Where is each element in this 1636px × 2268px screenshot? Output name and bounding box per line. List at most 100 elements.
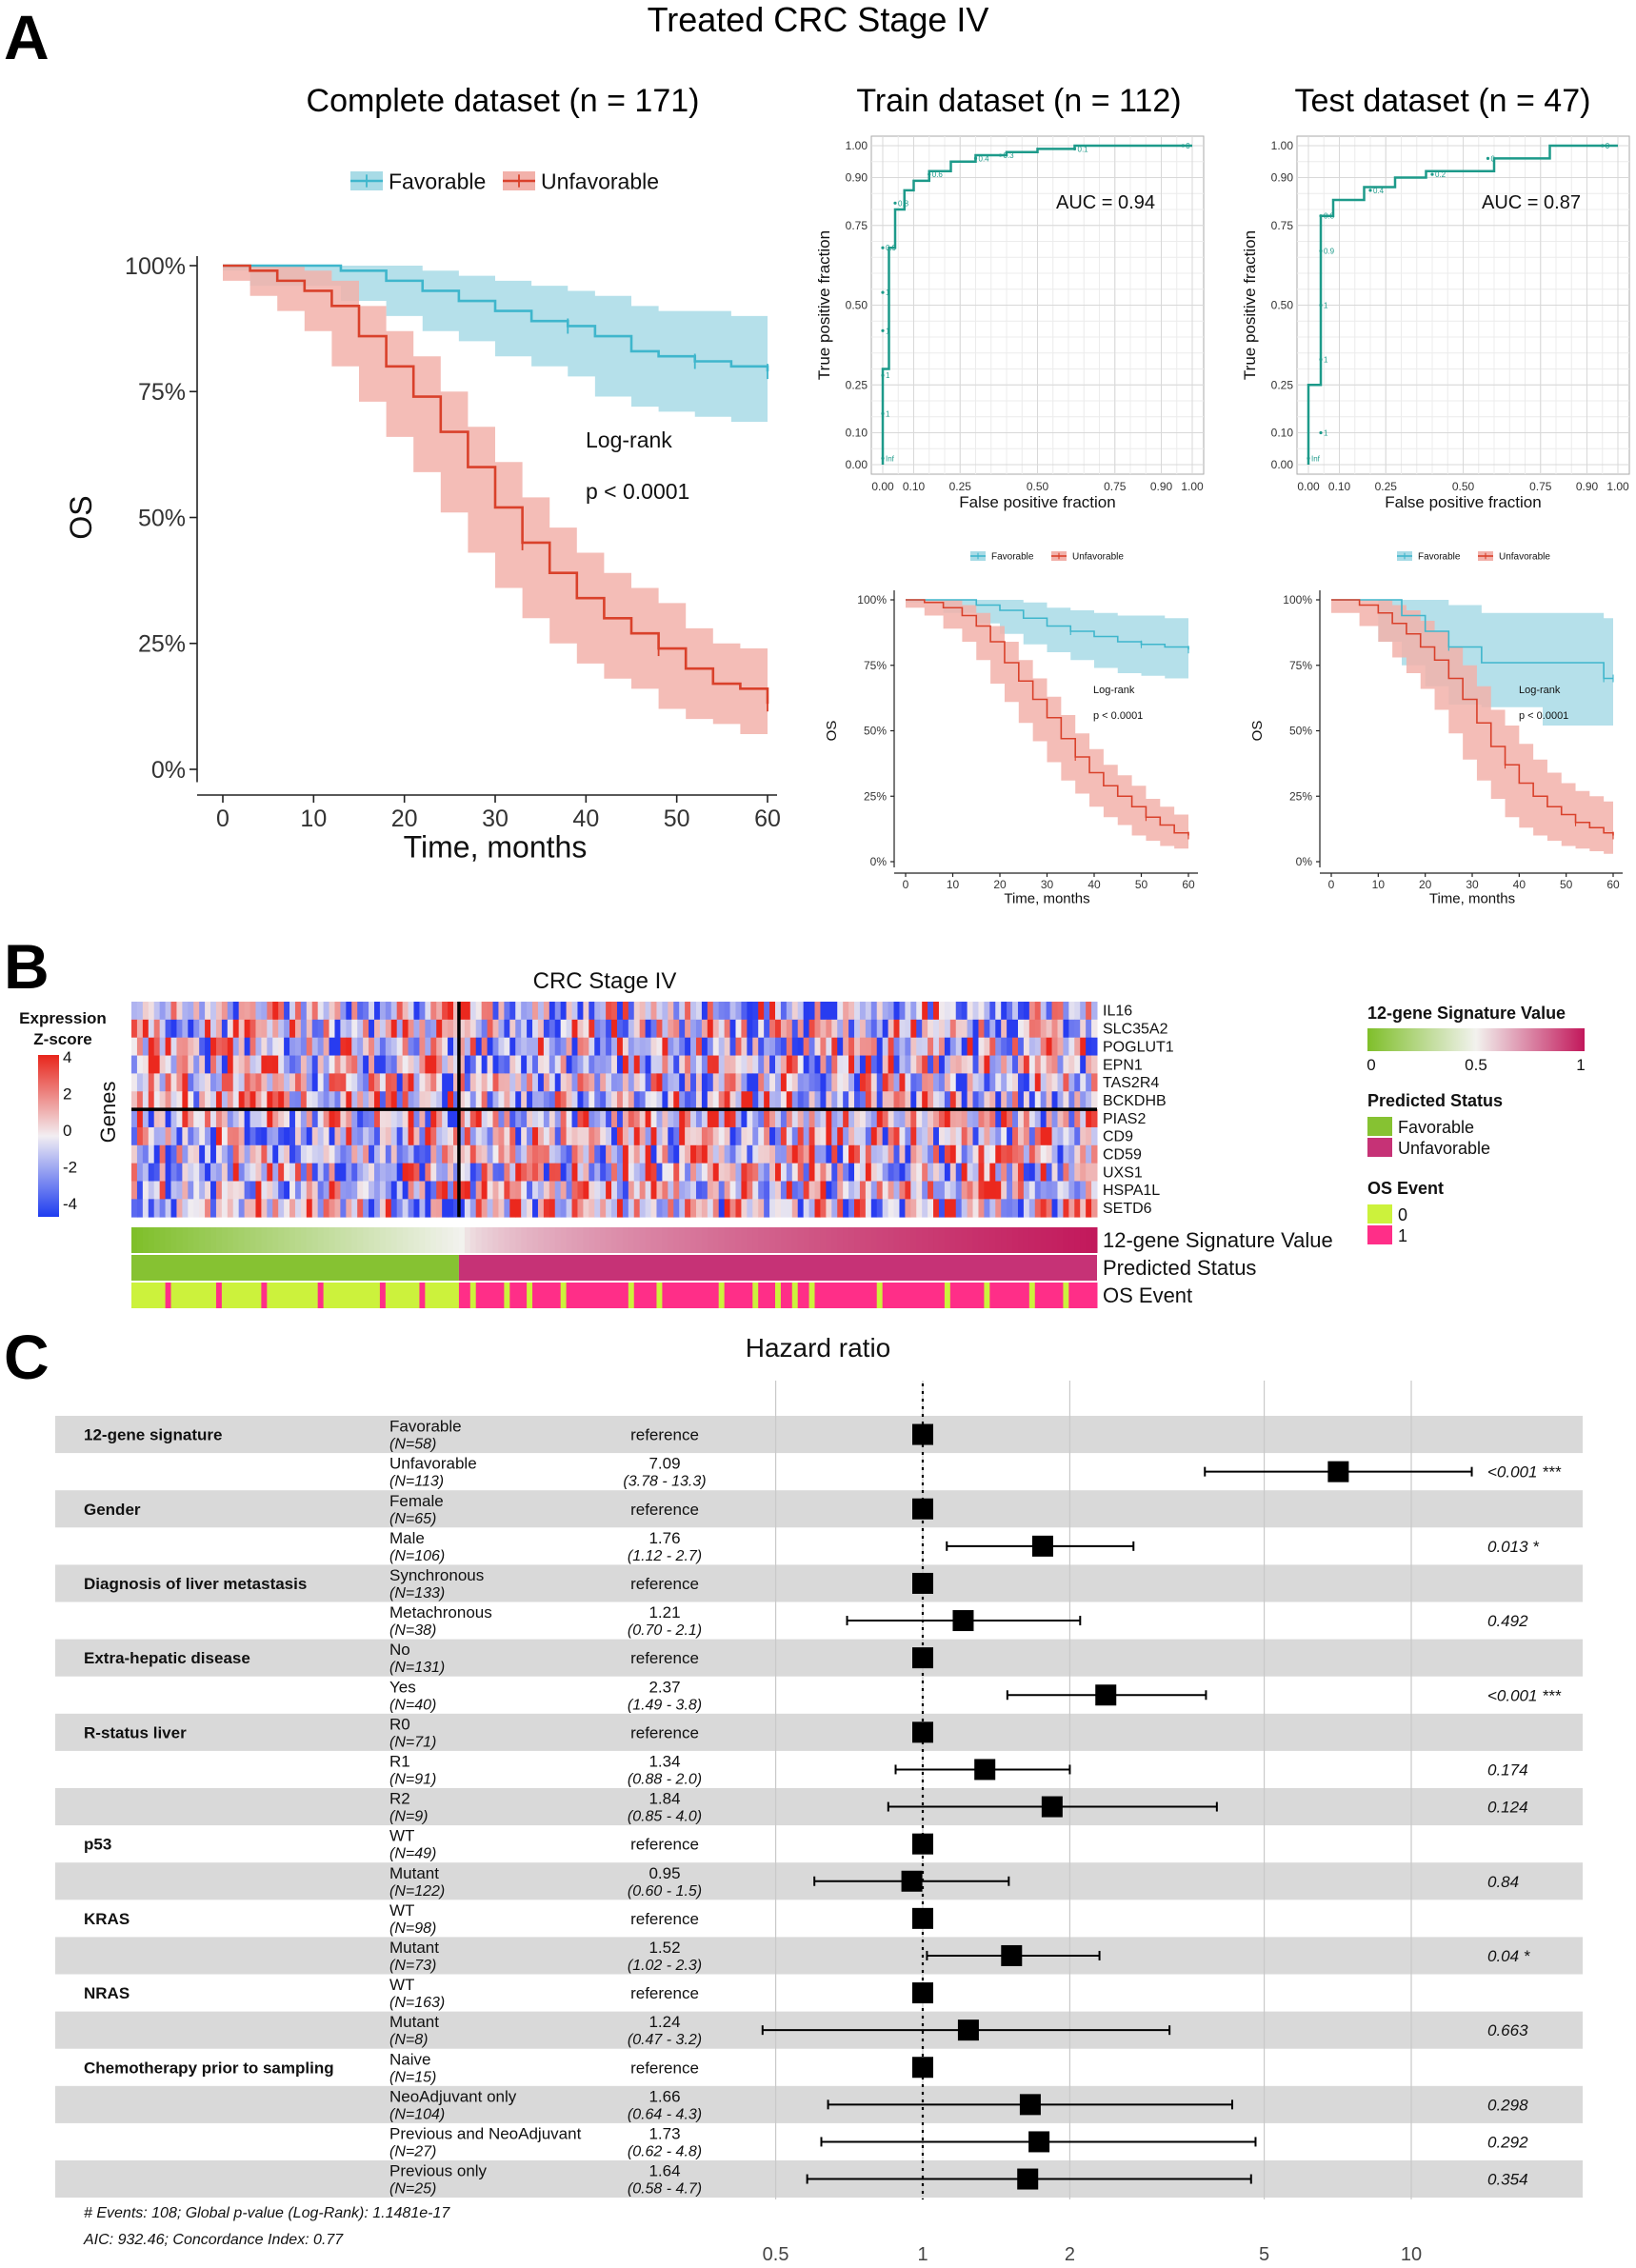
heatmap-cell	[831, 1163, 838, 1182]
os-event-cell	[650, 1283, 657, 1308]
heatmap-cell	[469, 1163, 477, 1182]
heatmap-cell	[408, 1019, 414, 1039]
heatmap-cell	[215, 1055, 223, 1074]
heatmap-cell	[707, 1055, 714, 1074]
heatmap-cell	[922, 1055, 928, 1074]
forest-n-label: (N=122)	[389, 1883, 445, 1900]
os-event-cell	[1063, 1283, 1069, 1308]
heatmap-cell	[961, 1126, 968, 1146]
heatmap-cell	[413, 1073, 420, 1092]
signature-value-cell	[899, 1227, 906, 1253]
heatmap-cell	[396, 1091, 404, 1110]
os-event-cell	[961, 1283, 968, 1308]
km-curve-unfavorable	[223, 264, 769, 705]
os-event-cell	[656, 1283, 663, 1308]
zscore-tick-label: 2	[63, 1085, 71, 1104]
heatmap-cell	[808, 1091, 816, 1110]
heatmap-cell	[876, 1163, 884, 1182]
heatmap-cell	[656, 1181, 663, 1200]
heatmap-cell	[363, 1144, 369, 1164]
heatmap-cell	[1012, 1037, 1019, 1056]
heatmap-cell	[284, 1073, 290, 1092]
heatmap-cell	[159, 1037, 167, 1056]
heatmap-cell	[554, 1181, 562, 1200]
os-event-cell	[284, 1283, 290, 1308]
km-y-tick-label: 25%	[864, 789, 887, 803]
heatmap-cell	[628, 1019, 635, 1039]
heatmap-cell	[616, 1019, 624, 1039]
heatmap-cell	[284, 1055, 290, 1074]
forest-hr-value: 0.95	[648, 1864, 680, 1882]
heatmap-cell	[492, 1073, 499, 1092]
heatmap-cell	[616, 1144, 624, 1164]
heatmap-cell	[148, 1073, 155, 1092]
roc-x-tick-label: 0.00	[871, 480, 894, 493]
km-x-tick-label: 40	[1513, 878, 1526, 891]
heatmap-cell	[594, 1181, 601, 1200]
heatmap-cell	[509, 1199, 516, 1218]
heatmap-cell	[492, 1091, 499, 1110]
heatmap-cell	[509, 1091, 516, 1110]
heatmap-cell	[1017, 1037, 1025, 1056]
heatmap-cell	[566, 1126, 573, 1146]
signature-value-cell	[261, 1227, 268, 1253]
heatmap-cell	[888, 1037, 895, 1056]
heatmap-cell	[769, 1144, 776, 1164]
heatmap-cell	[685, 1144, 691, 1164]
heatmap-cell	[509, 1037, 516, 1056]
heatmap-cell	[244, 1109, 251, 1128]
heatmap-cell	[583, 1109, 589, 1128]
heatmap-cell	[165, 1091, 172, 1110]
heatmap-cell	[498, 1037, 505, 1056]
predicted-status-unfavorable-bar	[458, 1255, 1097, 1281]
heatmap-cell	[267, 1073, 273, 1092]
heatmap-cell	[379, 1144, 387, 1164]
heatmap-cell	[673, 1091, 680, 1110]
forest-hr-value: 1.52	[648, 1939, 680, 1957]
heatmap-cell	[560, 1091, 568, 1110]
heatmap-cell	[758, 1073, 765, 1092]
heatmap-cell	[311, 1163, 319, 1182]
heatmap-cell	[616, 1109, 624, 1128]
heatmap-cell	[284, 1091, 290, 1110]
heatmap-cell	[261, 1199, 268, 1218]
signature-value-cell	[814, 1227, 821, 1253]
os-event-cell	[695, 1283, 703, 1308]
heatmap-cell	[826, 1126, 832, 1146]
heatmap-cell	[1057, 1163, 1064, 1182]
heatmap-cell	[346, 1163, 352, 1182]
heatmap-cell	[182, 1126, 189, 1146]
heatmap-cell	[357, 1163, 364, 1182]
km-y-tick-label: 50%	[1289, 725, 1312, 738]
forest-x-tick-label: 2	[1065, 2244, 1075, 2265]
heatmap-cell	[701, 1037, 708, 1056]
signature-value-cell	[554, 1227, 562, 1253]
heatmap-cell	[1017, 1126, 1025, 1146]
signature-value-cell	[334, 1227, 341, 1253]
heatmap-cell	[532, 1109, 539, 1128]
heatmap-cell	[978, 1199, 985, 1218]
heatmap-cell	[390, 1144, 398, 1164]
heatmap-cell	[413, 1181, 420, 1200]
forest-p-value: 0.492	[1487, 1612, 1528, 1630]
heatmap-cell	[249, 1091, 256, 1110]
forest-n-label: (N=15)	[389, 2069, 436, 2085]
heatmap-cell	[791, 1126, 799, 1146]
heatmap-cell	[469, 1109, 477, 1128]
heatmap-cell	[701, 1144, 708, 1164]
heatmap-cell	[176, 1002, 183, 1021]
heatmap-cell	[888, 1199, 895, 1218]
heatmap-cell	[193, 1091, 200, 1110]
roc-point	[998, 153, 1003, 157]
os-event-cell	[967, 1283, 974, 1308]
heatmap-cell	[712, 1055, 720, 1074]
heatmap-cell	[554, 1055, 562, 1074]
heatmap-cell	[865, 1073, 872, 1092]
heatmap-cell	[351, 1181, 358, 1200]
heatmap-cell	[814, 1019, 821, 1039]
heatmap-cell	[521, 1073, 528, 1092]
heatmap-cell	[453, 1055, 460, 1074]
signature-value-cell	[741, 1227, 748, 1253]
heatmap-cell	[188, 1126, 194, 1146]
heatmap-cell	[136, 1109, 144, 1128]
